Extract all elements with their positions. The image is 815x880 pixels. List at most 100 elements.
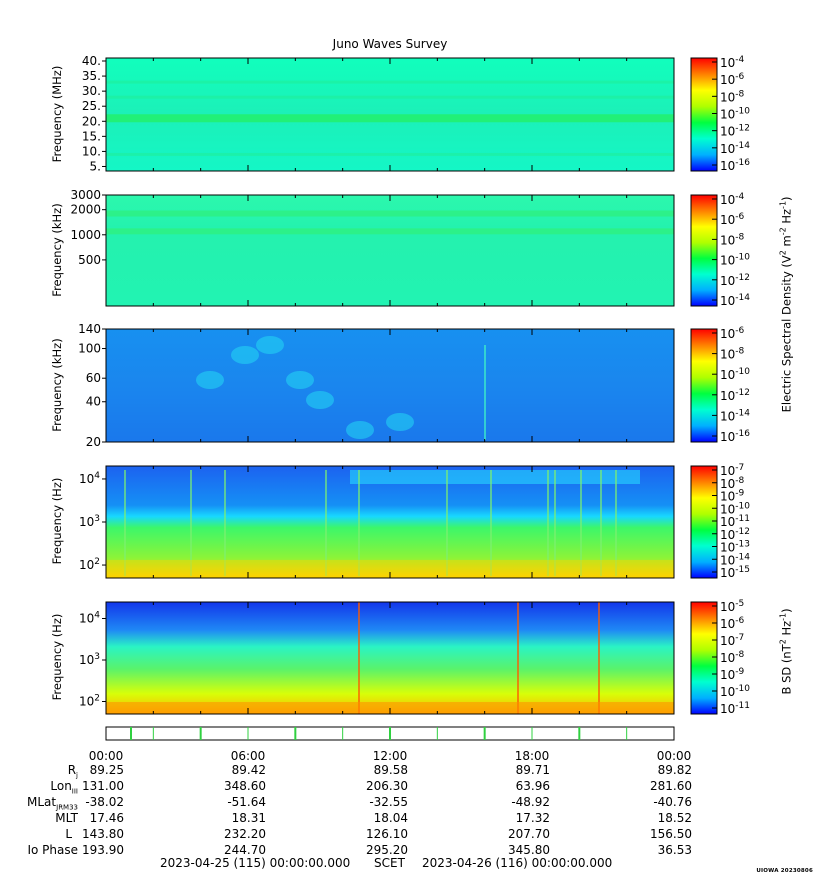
panel-3-colorbar — [690, 328, 718, 443]
panel-3-emission — [386, 413, 414, 431]
panel-1-ytick-label: 10. — [82, 144, 101, 158]
panel-5-spike — [517, 602, 519, 714]
panel-4-colorbar-label: 10-12 — [720, 527, 750, 542]
panel-2-colorbar-label: 10-10 — [720, 253, 750, 268]
ephemeris-value: 345.80 — [508, 843, 550, 857]
footer-scet-label: SCET — [374, 856, 405, 870]
ephemeris-value: 17.46 — [89, 811, 124, 825]
panel-4-colorbar-label: 10-15 — [720, 565, 750, 580]
panel-5-colorbar-label: 10-9 — [720, 667, 745, 682]
ephemeris-value: 89.82 — [657, 763, 692, 777]
panel-2-ytick-label: 3000 — [70, 188, 101, 202]
ephemeris-value: 348.60 — [224, 779, 266, 793]
ephemeris-key: L — [65, 827, 72, 841]
panel-4-spike — [446, 470, 448, 576]
ephemeris-value: 295.20 — [366, 843, 408, 857]
panel-3-colorbar-label: 10-6 — [720, 326, 745, 341]
panel-4-spike — [615, 470, 617, 576]
ephemeris-value: 244.70 — [224, 843, 266, 857]
ephemeris-key: Rj — [67, 763, 78, 780]
ephemeris-value: -32.55 — [369, 795, 408, 809]
panel-4-ytick-label: 103 — [79, 514, 100, 529]
panel-1-colorbar-label: 10-14 — [720, 141, 750, 156]
panel-5-ytick-label: 103 — [79, 652, 100, 667]
panel-2-colorbar-label: 10-14 — [720, 293, 750, 308]
ephemeris-value: 207.70 — [508, 827, 550, 841]
panel-4-spike — [547, 470, 549, 576]
ephemeris-value: 156.50 — [650, 827, 692, 841]
ephemeris-key: LonIII — [50, 779, 78, 796]
panel-5-colorbar-label: 10-5 — [720, 599, 744, 614]
panel-1-ytick-label: 20. — [82, 114, 101, 128]
panel-3-spike — [484, 345, 486, 440]
panel-3-emission — [346, 421, 374, 439]
ephemeris-value: 18.04 — [373, 811, 408, 825]
panel-1-colorbar — [690, 57, 718, 172]
panel-1-colorbar-label: 10-12 — [720, 124, 750, 139]
panel-4-spike — [325, 470, 327, 576]
panel-4-spike — [224, 470, 226, 576]
panel-1-ytick-label: 25. — [82, 99, 101, 113]
credit-label: UIOWA 20230806 — [756, 868, 813, 874]
panel-1-ytick-label: 35. — [82, 69, 101, 83]
panel-3-ytick-label: 40 — [86, 395, 101, 409]
ephemeris-key: MLatJRM33 — [27, 795, 78, 812]
panel-1-colorbar-label: 10-16 — [720, 158, 750, 173]
ephemeris-value: 89.58 — [373, 763, 408, 777]
panel-3-ytick-label: 60 — [86, 371, 101, 385]
panel-5-colorbar-label: 10-7 — [720, 633, 744, 648]
panel-2-ytick-label: 1000 — [70, 228, 101, 242]
panel-2-band — [106, 210, 674, 217]
panel-5-colorbar-label: 10-6 — [720, 616, 745, 631]
ephemeris-value: 143.80 — [82, 827, 124, 841]
panel-3-colorbar-label: 10-8 — [720, 347, 745, 362]
panel-1-colorbar-label: 10-10 — [720, 107, 750, 122]
ephemeris-value: 126.10 — [366, 827, 408, 841]
panel-3-emission — [231, 346, 259, 364]
panel-1-faint-band — [106, 80, 674, 84]
ephemeris-value: 63.96 — [515, 779, 550, 793]
panel-3-colorbar-label: 10-10 — [720, 367, 750, 382]
panel-4-spike — [124, 470, 126, 576]
time-tick-label: 12:00 — [373, 749, 408, 763]
panel-2-colorbar-label: 10-4 — [720, 192, 745, 207]
electric-colorbar-label: Electric Spectral Density (V2 m-2 Hz-1) — [778, 196, 794, 413]
panel-3-colorbar-label: 10-12 — [720, 388, 750, 403]
ephemeris-value: -51.64 — [227, 795, 266, 809]
ephemeris-key: MLT — [55, 811, 78, 825]
panel-5-colorbar — [690, 601, 718, 715]
ephemeris-value: 193.90 — [82, 843, 124, 857]
ephemeris-key: Io Phase — [27, 843, 78, 857]
time-tick-label: 18:00 — [515, 749, 550, 763]
panel-5-colorbar-label: 10-8 — [720, 650, 745, 665]
panel-1-faint-band — [106, 95, 674, 99]
panel-4-colorbar-label: 10-11 — [720, 514, 750, 529]
panel-4-colorbar-label: 10-8 — [720, 476, 745, 491]
panel-3-colorbar-label: 10-14 — [720, 408, 750, 423]
panel-4-spike — [580, 470, 582, 576]
panel-4-colorbar-label: 10-10 — [720, 501, 750, 516]
panel-3-emission — [256, 336, 284, 354]
panel-5-spike — [358, 602, 360, 714]
panel-1-band — [106, 114, 674, 123]
ephemeris-value: 18.52 — [657, 811, 692, 825]
time-tick-label: 06:00 — [231, 749, 266, 763]
ephemeris-value: 17.32 — [515, 811, 550, 825]
panel-1-faint-band — [106, 152, 674, 156]
time-tick-label: 00:00 — [657, 749, 692, 763]
panel-4-ytick-label: 104 — [79, 471, 100, 486]
ephemeris-value: 131.00 — [82, 779, 124, 793]
footer-start-time: 2023-04-25 (115) 00:00:00.000 — [160, 856, 351, 870]
panel-5-spike — [598, 602, 600, 714]
panel-3-ytick-label: 140 — [78, 322, 101, 336]
chart-title: Juno Waves Survey — [332, 37, 448, 51]
ephemeris-value: 89.25 — [89, 763, 124, 777]
panel-4-spike — [490, 470, 492, 576]
panel-5-ylabel: Frequency (Hz) — [50, 613, 64, 701]
ephemeris-value: 232.20 — [224, 827, 266, 841]
ephemeris-value: 206.30 — [366, 779, 408, 793]
panel-1-ytick-label: 5. — [90, 159, 101, 173]
panel-5-ytick-label: 102 — [79, 694, 100, 709]
panel-4-spike — [190, 470, 192, 576]
